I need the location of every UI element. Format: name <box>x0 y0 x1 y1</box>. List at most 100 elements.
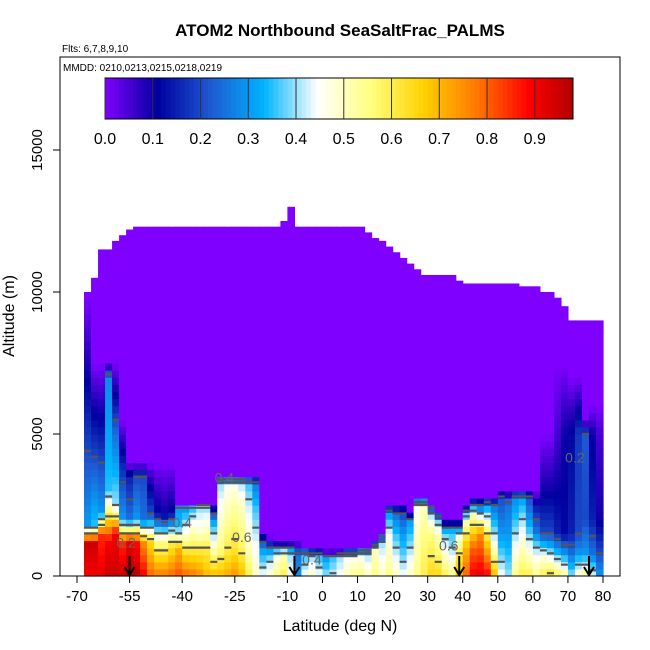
data-cell <box>427 327 436 336</box>
colorbar-segment <box>544 78 551 119</box>
data-cell <box>112 384 120 392</box>
data-cell <box>448 526 457 534</box>
data-cell <box>301 363 310 371</box>
data-cell <box>364 320 373 329</box>
colorbar-segment <box>530 78 537 119</box>
data-cell <box>392 483 401 492</box>
data-cell <box>126 405 134 414</box>
data-cell <box>252 398 260 407</box>
data-cell <box>581 377 590 385</box>
data-cell <box>448 320 457 329</box>
data-cell <box>98 448 106 456</box>
colorbar-segment <box>301 78 307 119</box>
data-cell <box>252 519 260 527</box>
data-cell <box>532 327 541 336</box>
data-cell <box>392 363 401 371</box>
data-cell <box>511 391 520 400</box>
data-cell <box>238 448 246 456</box>
data-cell <box>518 469 527 478</box>
data-cell <box>399 384 408 392</box>
data-cell <box>553 391 562 400</box>
colorbar-segment <box>198 78 204 119</box>
data-cell <box>504 327 513 336</box>
data-cell <box>105 306 113 314</box>
data-cell <box>483 327 492 336</box>
data-cell <box>238 256 246 265</box>
data-cell <box>119 519 127 527</box>
data-cell <box>315 483 324 492</box>
colorbar-segment <box>217 78 223 119</box>
data-cell <box>189 334 197 343</box>
colorbar-tick-label: 0.9 <box>524 131 546 148</box>
data-cell <box>546 441 555 449</box>
data-cell <box>364 455 373 463</box>
data-cell <box>252 469 260 478</box>
data-cell <box>490 377 499 385</box>
data-cell <box>210 306 218 314</box>
data-cell <box>217 405 225 414</box>
data-cell <box>154 490 162 499</box>
data-cell <box>105 441 113 449</box>
colorbar-tick-label: 0.1 <box>142 131 164 148</box>
data-cell <box>224 377 232 385</box>
data-cell <box>434 441 443 449</box>
data-cell <box>189 348 197 357</box>
data-cell <box>357 412 366 421</box>
data-cell <box>154 554 162 563</box>
data-cell <box>371 469 380 478</box>
data-cell <box>84 419 92 428</box>
data-cell <box>476 561 485 570</box>
data-cell <box>112 526 120 534</box>
data-cell <box>168 455 176 463</box>
data-cell <box>266 277 274 286</box>
data-cell <box>301 348 310 357</box>
dates-label: MMDD: 0210,0213,0215,0218,0219 <box>63 63 222 74</box>
data-cell <box>231 226 239 229</box>
data-cell <box>448 476 457 485</box>
data-cell <box>252 313 260 321</box>
data-cell <box>119 235 127 243</box>
data-cell <box>126 448 134 456</box>
data-cell <box>504 526 513 534</box>
data-cell <box>336 405 345 414</box>
data-cell <box>217 505 225 513</box>
data-cell <box>238 270 246 279</box>
data-cell <box>154 242 162 250</box>
data-cell <box>238 533 246 542</box>
data-cell <box>504 398 513 407</box>
data-cell <box>532 547 541 556</box>
data-cell <box>560 434 569 442</box>
data-cell <box>525 320 534 329</box>
data-cell <box>91 292 99 300</box>
data-cell <box>308 405 317 414</box>
data-cell <box>420 476 429 485</box>
data-cell <box>532 476 541 485</box>
data-cell <box>322 270 331 279</box>
data-cell <box>490 405 499 414</box>
data-cell <box>217 299 225 307</box>
data-cell <box>126 426 134 435</box>
data-cell <box>210 299 218 307</box>
data-cell <box>469 561 478 570</box>
data-cell <box>574 419 583 428</box>
data-cell <box>147 313 155 321</box>
data-cell <box>322 355 331 364</box>
data-cell <box>525 426 534 435</box>
data-cell <box>497 348 506 357</box>
data-cell <box>252 540 260 549</box>
data-cell <box>133 426 141 435</box>
data-cell <box>280 306 288 314</box>
data-cell <box>434 391 443 400</box>
data-cell <box>189 426 197 435</box>
data-cell <box>126 384 134 392</box>
data-cell <box>364 341 373 350</box>
data-cell <box>266 348 274 357</box>
data-cell <box>161 377 169 385</box>
data-cell <box>581 320 590 329</box>
data-cell <box>329 355 338 364</box>
data-cell <box>301 292 310 300</box>
data-cell <box>574 377 583 385</box>
data-cell <box>210 561 218 570</box>
data-cell <box>511 547 520 556</box>
data-cell <box>462 455 471 463</box>
